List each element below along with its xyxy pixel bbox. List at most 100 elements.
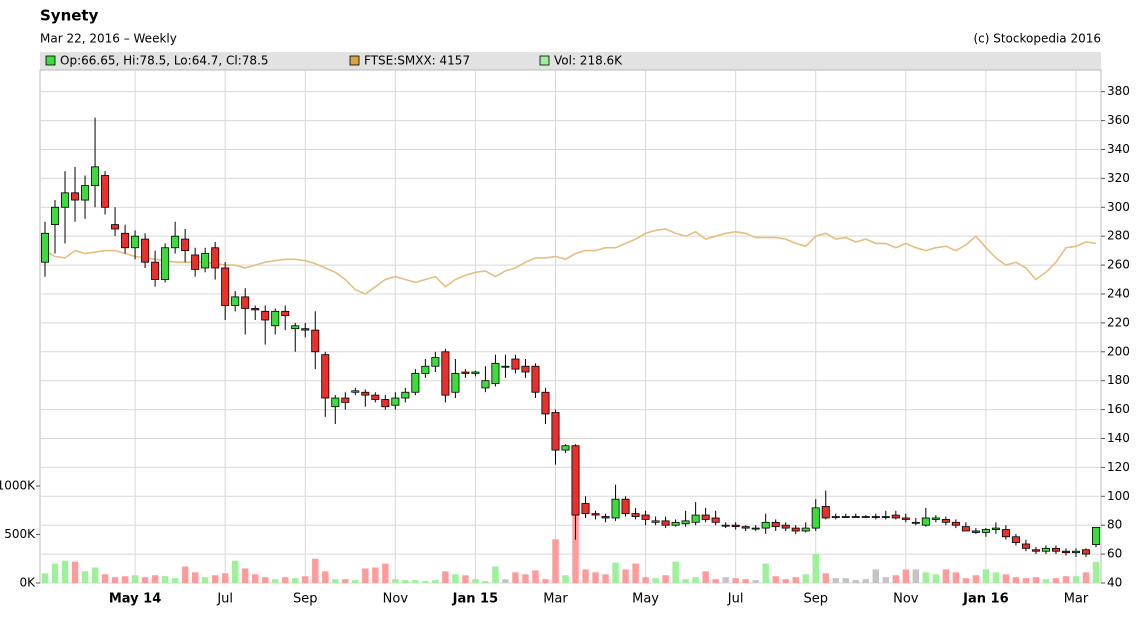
candle-body <box>251 308 260 311</box>
volume-bar <box>812 553 819 583</box>
plot-area <box>39 69 1102 584</box>
volume-bar <box>1082 572 1090 583</box>
candle-body <box>1011 536 1020 543</box>
volume-bar <box>151 575 159 583</box>
candle-body <box>641 514 650 520</box>
volume-bar <box>682 579 689 583</box>
candle-body <box>981 529 990 533</box>
candle-body <box>1021 543 1030 549</box>
volume-bar <box>862 579 869 583</box>
volume-bar <box>402 580 409 583</box>
candle-body <box>901 517 910 520</box>
candle-body <box>311 329 320 353</box>
chart-subtitle: Mar 22, 2016 – Weekly <box>40 32 177 46</box>
volume-bar <box>872 569 879 583</box>
candle-body <box>561 445 570 451</box>
volume-bar <box>502 579 509 583</box>
y-tick-label: 280 <box>1107 229 1130 243</box>
volume-bar <box>912 569 920 583</box>
x-tick-label: Jul <box>727 592 744 607</box>
y2-tick-label: 500K <box>4 527 36 541</box>
volume-bar <box>101 574 109 583</box>
volume-bar <box>1002 574 1010 583</box>
candle-body <box>141 238 150 263</box>
legend-label: FTSE:SMXX: 4157 <box>364 54 470 68</box>
candle-body <box>721 524 730 527</box>
volume-bar <box>1042 579 1050 583</box>
volume-bar <box>652 578 659 583</box>
candle-body <box>831 516 840 518</box>
y2-tick-label: 0K <box>19 576 36 590</box>
volume-bar <box>512 572 519 583</box>
candle-body <box>771 521 780 528</box>
volume-bar <box>1032 577 1040 583</box>
volume-bar <box>642 577 649 583</box>
volume-bar <box>1052 578 1060 583</box>
candle-body <box>121 232 130 249</box>
volume-bar <box>632 563 639 583</box>
y-tick-label: 60 <box>1107 547 1122 561</box>
candle-body <box>461 371 470 374</box>
candle-body <box>521 365 530 373</box>
candle-body <box>871 516 880 518</box>
candle-body <box>731 524 740 528</box>
volume-bar <box>131 575 139 583</box>
candle-body <box>101 175 110 208</box>
candle-body <box>631 513 640 517</box>
volume-bar <box>732 578 739 583</box>
y-tick-label: 360 <box>1107 113 1130 127</box>
x-tick-label: Mar <box>1064 592 1089 607</box>
volume-bar <box>882 577 890 583</box>
candle-body <box>1041 547 1050 552</box>
volume-bar <box>472 579 479 583</box>
volume-bar <box>282 577 289 583</box>
candle-body <box>931 517 940 520</box>
candle-body <box>851 516 860 518</box>
candle-body <box>971 530 980 533</box>
candle-body <box>411 373 420 393</box>
candle-body <box>991 527 1000 530</box>
candle-body <box>491 362 500 384</box>
candle-body <box>431 357 440 367</box>
y-tick-label: 120 <box>1107 460 1130 474</box>
volume-bar <box>422 581 429 583</box>
grid: 40 60 80 100 120 140 160 180 200 220 240 260 280 300 3… <box>0 70 1130 607</box>
volume-bar <box>612 562 619 583</box>
candle-body <box>601 516 610 519</box>
candle-body <box>211 247 220 269</box>
candle-body <box>591 513 600 516</box>
x-tick-label: Jan 16 <box>962 592 1008 607</box>
volume-bar <box>211 575 219 583</box>
volume-bar <box>342 579 349 583</box>
candle-body <box>181 238 190 252</box>
candle-body <box>1001 529 1010 538</box>
x-tick-label: Sep <box>293 592 318 607</box>
volume-bar <box>1092 561 1100 583</box>
y-tick-label: 220 <box>1107 315 1130 329</box>
volume-bar <box>382 563 389 583</box>
volume-bar <box>832 578 839 583</box>
volume-bar <box>141 577 149 583</box>
y-tick-label: 140 <box>1107 431 1130 445</box>
volume-bar <box>892 575 900 583</box>
candle-body <box>161 247 170 280</box>
volume-bar <box>842 578 849 583</box>
volume-bar <box>602 574 609 583</box>
candle-body <box>531 365 540 393</box>
volume-bar <box>762 563 769 583</box>
volume-bar <box>532 570 539 583</box>
volume-bar <box>272 579 279 583</box>
candle-body <box>501 365 510 368</box>
legend-label: Vol: 218.6K <box>554 54 623 68</box>
volume-bar <box>522 574 529 583</box>
volume-bar <box>672 561 679 583</box>
volume-bar <box>251 574 259 583</box>
candle-body <box>861 516 870 518</box>
chart-title: Synety <box>40 7 99 25</box>
candle-body <box>391 397 400 406</box>
candle-body <box>361 391 370 396</box>
volume-bar <box>952 572 960 583</box>
volume-bar <box>552 539 559 583</box>
candle-body <box>271 310 280 327</box>
